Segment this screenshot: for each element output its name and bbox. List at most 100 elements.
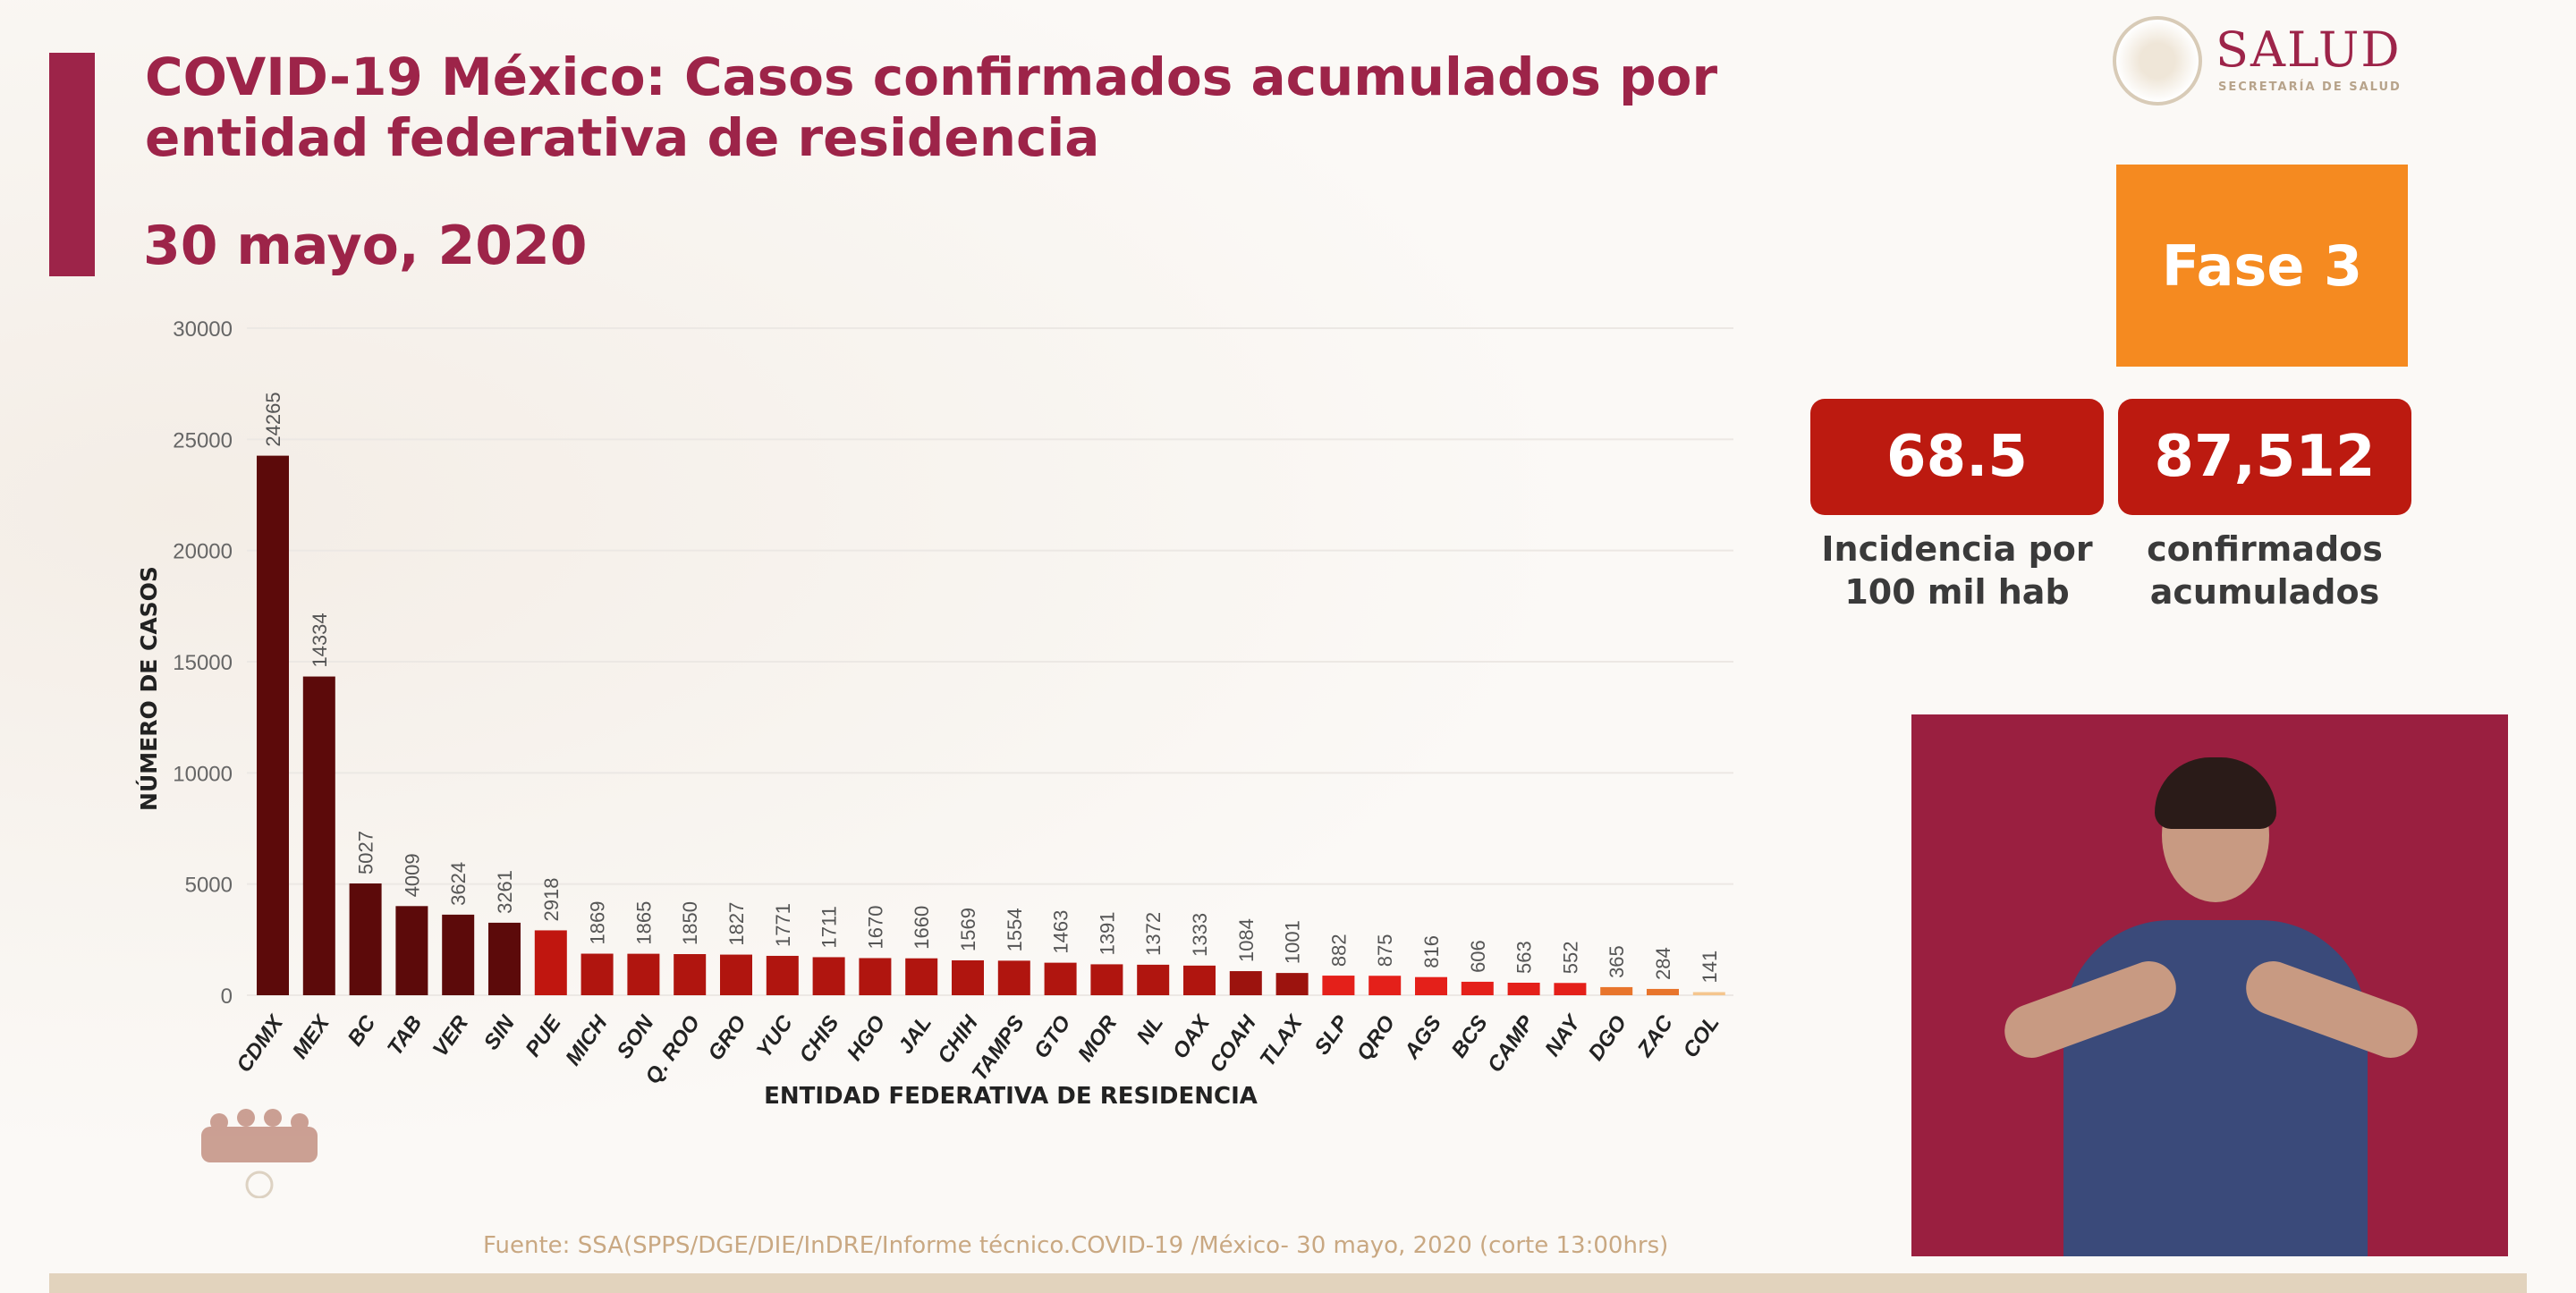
data-label: 1771 <box>772 903 794 947</box>
x-tick-label: AGS <box>1399 1011 1446 1064</box>
data-label: 24265 <box>262 392 284 446</box>
page-date: 30 mayo, 2020 <box>143 215 588 277</box>
bar-gto <box>1044 962 1077 995</box>
x-tick-label: BCS <box>1447 1011 1493 1062</box>
bar-mex <box>302 676 335 995</box>
x-tick-label: SIN <box>479 1010 520 1054</box>
incidence-value: 68.5 <box>1810 399 2104 515</box>
salud-logo: SALUD SECRETARÍA DE SALUD <box>2113 16 2417 110</box>
logo-name: SALUD <box>2216 21 2402 78</box>
bar-tab <box>395 906 428 995</box>
incidence-label: Incidencia por 100 mil hab <box>1805 528 2109 613</box>
y-tick-label: 10000 <box>173 762 233 786</box>
data-label: 875 <box>1374 934 1396 968</box>
data-label: 3624 <box>447 862 470 906</box>
x-tick-label: TAB <box>383 1011 427 1060</box>
x-tick-label: COL <box>1679 1011 1724 1062</box>
y-tick-label: 0 <box>221 985 233 1009</box>
x-tick-label: MOR <box>1073 1010 1123 1066</box>
y-tick-label: 20000 <box>173 540 233 564</box>
confirmed-label: confirmados acumulados <box>2113 528 2417 613</box>
bar-chart: 0 5000 10000 15000 20000 25000 30000 24265 CDMX 1… <box>135 317 1733 1110</box>
bar-pue <box>534 930 567 995</box>
bar-gro <box>720 954 752 995</box>
x-tick-label: COAH <box>1205 1010 1261 1077</box>
background-decoration <box>0 0 1834 1270</box>
confirmed-label-line1: confirmados <box>2147 529 2383 569</box>
bar-sin <box>488 922 521 995</box>
x-tick-label: GTO <box>1030 1011 1076 1063</box>
x-axis-title: ENTIDAD FEDERATIVA DE RESIDENCIA <box>764 1083 1258 1110</box>
bar-tamps <box>997 960 1030 995</box>
data-label: 4009 <box>401 853 423 897</box>
bar-zac <box>1647 988 1679 995</box>
y-tick-label: 15000 <box>173 651 233 675</box>
x-tick-label: GRO <box>703 1011 751 1066</box>
bar-bc <box>349 883 382 995</box>
x-tick-label: OAX <box>1168 1010 1216 1063</box>
data-label: 365 <box>1606 945 1628 978</box>
x-tick-label: MEX <box>288 1010 335 1063</box>
data-label: 1865 <box>632 901 655 945</box>
data-label: 1827 <box>725 902 748 946</box>
x-tick-label: YUC <box>752 1010 799 1062</box>
bar-son <box>627 953 660 995</box>
bar-bcs <box>1461 981 1494 995</box>
x-tick-label: NAY <box>1540 1010 1586 1061</box>
bar-ver <box>442 914 475 995</box>
bar-coah <box>1229 971 1262 995</box>
data-label: 1333 <box>1189 913 1211 957</box>
x-tick-label: BC <box>343 1010 381 1050</box>
data-label: 1660 <box>911 906 933 950</box>
bar-mor <box>1090 964 1123 995</box>
data-label: 1463 <box>1050 910 1072 954</box>
x-tick-label: VER <box>428 1010 474 1061</box>
x-tick-label: CAMP <box>1483 1010 1539 1077</box>
x-tick-label: ZAC <box>1632 1010 1678 1061</box>
bar-dgo <box>1600 986 1633 995</box>
bar-col <box>1692 992 1725 995</box>
data-label: 1850 <box>679 901 701 945</box>
page-title: COVID-19 México: Casos confirmados acumu… <box>145 46 1718 168</box>
bar-nl <box>1137 964 1170 995</box>
data-label: 606 <box>1467 940 1489 973</box>
bottom-stripe <box>49 1273 2527 1293</box>
confirmed-label-line2: acumulados <box>2149 572 2380 612</box>
mexico-seal-icon <box>2113 16 2202 106</box>
data-label: 882 <box>1327 934 1350 967</box>
data-label: 1711 <box>818 906 841 948</box>
data-label: 1001 <box>1282 920 1304 964</box>
y-tick-label: 30000 <box>173 317 233 342</box>
x-tick-label: NL <box>1132 1011 1168 1049</box>
data-label: 141 <box>1699 951 1721 984</box>
phase-badge: Fase 3 <box>2116 165 2408 367</box>
bar-chih <box>952 959 984 995</box>
logo-subtitle: SECRETARÍA DE SALUD <box>2218 80 2402 94</box>
x-tick-label: TLAX <box>1255 1010 1308 1070</box>
x-tick-label: QRO <box>1352 1011 1401 1066</box>
bar-oax <box>1183 965 1216 995</box>
bar-slp <box>1322 976 1355 995</box>
x-tick-label: HGO <box>843 1011 891 1066</box>
interpreter-hair <box>2155 757 2276 829</box>
data-label: 1569 <box>957 908 979 951</box>
data-label: 816 <box>1420 935 1443 968</box>
bar-cdmx <box>257 455 289 995</box>
x-tick-label: SLP <box>1309 1010 1353 1060</box>
data-label: 3261 <box>494 870 516 914</box>
incidence-label-line2: 100 mil hab <box>1844 572 2070 612</box>
bar-qroo <box>674 953 707 995</box>
sign-language-interpreter-video <box>1911 714 2508 1256</box>
data-label: 284 <box>1652 947 1674 980</box>
data-label: 1869 <box>587 901 609 945</box>
x-tick-label: JAL <box>894 1011 936 1059</box>
bar-camp <box>1507 983 1540 995</box>
x-tick-label: CHIS <box>795 1011 844 1067</box>
bar-chis <box>812 957 845 995</box>
data-label: 1554 <box>1004 908 1026 951</box>
incidence-label-line1: Incidencia por <box>1821 529 2093 569</box>
x-tick-label: MICH <box>561 1010 613 1069</box>
bar-jal <box>905 958 938 995</box>
title-accent-bar <box>49 53 95 276</box>
bar-yuc <box>766 955 799 995</box>
